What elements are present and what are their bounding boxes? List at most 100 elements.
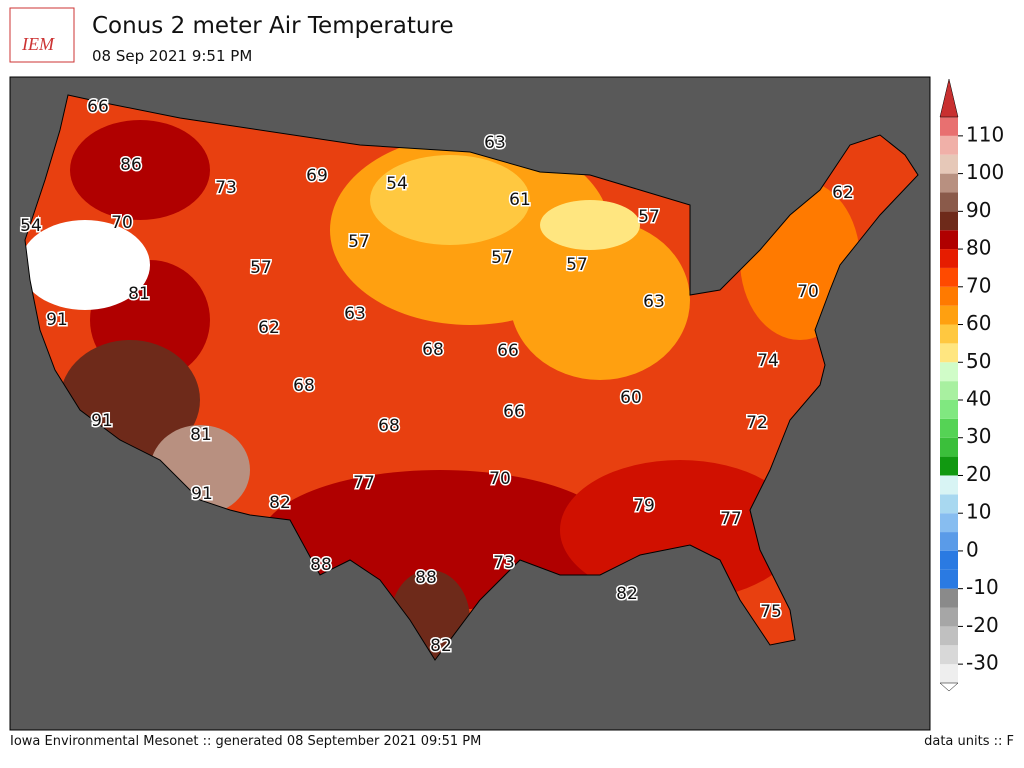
colorbar-segment xyxy=(940,135,958,155)
contour-label: 66 xyxy=(497,341,519,361)
contour-label: 63 xyxy=(643,292,665,312)
colorbar-tick-label: 50 xyxy=(966,349,991,373)
contour-label: 70 xyxy=(489,469,511,489)
colorbar-tick-label: 30 xyxy=(966,424,991,448)
colorbar-segment xyxy=(940,626,958,646)
contour-label: 91 xyxy=(191,484,213,504)
contour-label: 69 xyxy=(306,166,328,186)
contour-label: 54 xyxy=(386,174,408,194)
colorbar-tick-label: 10 xyxy=(966,500,991,524)
colorbar-tick-label: 40 xyxy=(966,387,991,411)
colorbar-segment xyxy=(940,418,958,438)
colorbar-segment xyxy=(940,324,958,344)
contour-label: 66 xyxy=(87,97,109,117)
field-cool-spot xyxy=(25,220,150,310)
colorbar-segment xyxy=(940,267,958,287)
field-cool xyxy=(540,200,640,250)
contour-label: 82 xyxy=(616,584,638,604)
colorbar-segment xyxy=(940,230,958,250)
colorbar-tick-label: -20 xyxy=(966,613,999,637)
colorbar: -30 -20 -10 0 10 20 30 40 50 60 70 80 90 100 110 xyxy=(939,78,1004,692)
colorbar-segment xyxy=(940,249,958,268)
colorbar-tick-label: 110 xyxy=(966,122,1004,146)
logo: IEM xyxy=(9,7,75,63)
colorbar-segment xyxy=(940,513,958,533)
contour-label: 82 xyxy=(430,636,452,656)
contour-label: 79 xyxy=(633,496,655,516)
colorbar-segment xyxy=(940,305,958,325)
contour-label: 63 xyxy=(484,133,506,153)
logo-text: IEM xyxy=(21,34,55,54)
colorbar-segment xyxy=(940,494,958,514)
colorbar-tick-label: 90 xyxy=(966,198,991,222)
colorbar-segment xyxy=(940,192,958,212)
colorbar-over xyxy=(939,78,959,118)
colorbar-under xyxy=(939,682,959,692)
colorbar-segment xyxy=(940,645,958,665)
field-cool xyxy=(370,155,530,245)
contour-label: 62 xyxy=(832,183,854,203)
contour-label: 57 xyxy=(250,258,272,278)
contour-label: 86 xyxy=(120,155,142,175)
contour-label: 88 xyxy=(415,568,437,588)
contour-label: 81 xyxy=(128,284,150,304)
field-cool xyxy=(510,220,690,380)
colorbar-segment xyxy=(940,211,958,231)
contour-labels: 66 86 73 69 63 54 61 57 62 54 70 57 57 57 57 81 70 91 62 63… xyxy=(19,96,856,658)
contour-label: 75 xyxy=(760,602,782,622)
colorbar-segment xyxy=(940,569,958,589)
contour-label: 68 xyxy=(422,340,444,360)
colorbar-segment xyxy=(940,588,958,608)
contour-label: 82 xyxy=(269,493,291,513)
colorbar-segment xyxy=(940,550,958,570)
colorbar-segment xyxy=(940,607,958,627)
subtitle: 08 Sep 2021 9:51 PM xyxy=(92,47,252,65)
colorbar-tick-label: -30 xyxy=(966,651,999,675)
contour-label: 74 xyxy=(757,351,779,371)
contour-label: 68 xyxy=(293,376,315,396)
contour-label: 70 xyxy=(111,213,133,233)
contour-label: 77 xyxy=(353,473,375,493)
colorbar-segment xyxy=(940,173,958,193)
colorbar-segment xyxy=(940,664,958,683)
contour-label: 57 xyxy=(348,232,370,252)
contour-label: 72 xyxy=(746,413,768,433)
colorbar-segment xyxy=(940,456,958,476)
colorbar-tick-label: 60 xyxy=(966,311,991,335)
colorbar-segment xyxy=(940,475,958,495)
contour-label: 57 xyxy=(566,255,588,275)
contour-label: 60 xyxy=(620,388,642,408)
colorbar-segment xyxy=(940,154,958,174)
footer-right: data units :: F xyxy=(924,734,1014,749)
contour-label: 61 xyxy=(509,190,531,210)
contour-label: 91 xyxy=(91,411,113,431)
colorbar-segment xyxy=(940,286,958,306)
title: Conus 2 meter Air Temperature xyxy=(92,13,454,39)
contour-label: 88 xyxy=(310,555,332,575)
colorbar-segment xyxy=(940,437,958,457)
contour-label: 91 xyxy=(46,310,68,330)
colorbar-tick-label: 70 xyxy=(966,273,991,297)
contour-label: 57 xyxy=(638,207,660,227)
colorbar-segment xyxy=(940,381,958,400)
colorbar-segment xyxy=(940,343,958,363)
contour-label: 54 xyxy=(20,216,42,236)
contour-label: 62 xyxy=(258,318,280,338)
contour-label: 68 xyxy=(378,416,400,436)
colorbar-tick-label: 100 xyxy=(966,160,1004,184)
contour-label: 77 xyxy=(720,509,742,529)
contour-label: 73 xyxy=(493,553,515,573)
contour-label: 81 xyxy=(190,425,212,445)
colorbar-segment xyxy=(940,532,958,551)
colorbar-tick-label: -10 xyxy=(966,575,999,599)
colorbar-tick-label: 20 xyxy=(966,462,991,486)
contour-label: 70 xyxy=(797,282,819,302)
colorbar-segment xyxy=(940,400,958,419)
colorbar-tick-label: 0 xyxy=(966,537,979,561)
colorbar-segment xyxy=(940,362,958,382)
logo-frame xyxy=(9,7,75,63)
contour-label: 57 xyxy=(491,248,513,268)
field-hot xyxy=(70,120,210,220)
contour-label: 66 xyxy=(503,402,525,422)
